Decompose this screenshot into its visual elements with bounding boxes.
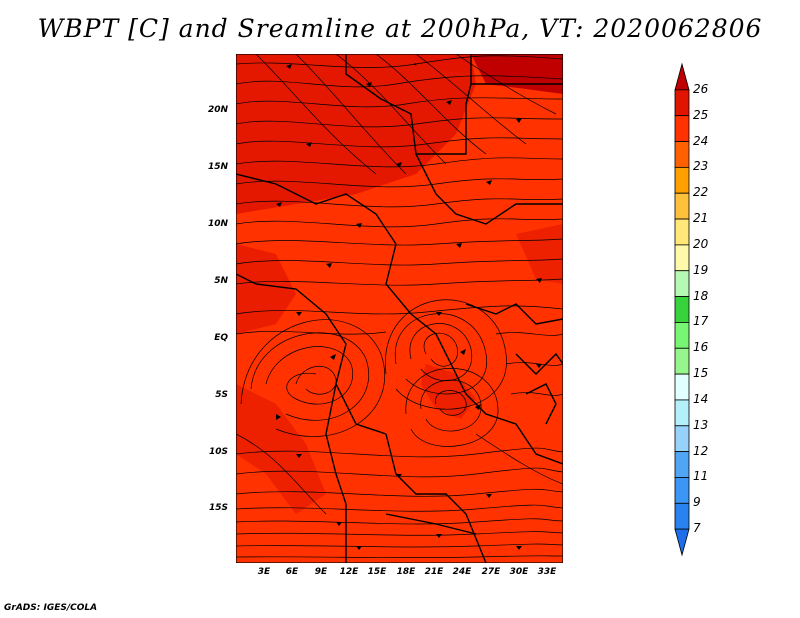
map-panel xyxy=(236,54,563,563)
colorbar-segment xyxy=(674,89,690,117)
colorbar-label: 21 xyxy=(693,211,709,226)
colorbar-label: 9 xyxy=(693,495,701,510)
colorbar-segment xyxy=(674,244,690,272)
colorbar-segment xyxy=(674,502,690,530)
colorbar-segment xyxy=(674,270,690,297)
warm-area-west xyxy=(236,244,296,334)
lon-label-21e: 21E xyxy=(424,567,444,577)
lat-label-20n: 20N xyxy=(207,105,228,115)
colorbar-label: 7 xyxy=(693,521,701,536)
colorbar-label: 12 xyxy=(693,443,709,458)
colorbar-label: 18 xyxy=(693,288,709,303)
colorbar-segment xyxy=(674,62,690,91)
grads-credit: GrADS: IGES/COLA xyxy=(4,603,98,613)
colorbar-segment xyxy=(674,115,690,142)
lon-label-27e: 27E xyxy=(481,567,501,577)
colorbar-label: 23 xyxy=(693,159,709,174)
colorbar-segment xyxy=(674,451,690,478)
warm-area-southwest xyxy=(236,384,326,514)
lon-label-33e: 33E xyxy=(537,567,557,577)
lon-label-30e: 30E xyxy=(509,567,529,577)
colorbar-label: 25 xyxy=(693,107,709,122)
flow-arrows xyxy=(276,64,542,550)
lon-label-18e: 18E xyxy=(396,567,416,577)
lon-label-24e: 24E xyxy=(452,567,472,577)
colorbar-label: 20 xyxy=(693,236,709,251)
lon-label-12e: 12E xyxy=(339,567,359,577)
colorbar-label: 24 xyxy=(693,133,709,148)
colorbar-label: 22 xyxy=(693,185,709,200)
colorbar-segment xyxy=(674,166,690,194)
colorbar-label: 26 xyxy=(693,81,709,96)
colorbar-segment xyxy=(674,373,690,401)
colorbar-segment xyxy=(674,192,690,220)
streamline-map xyxy=(236,54,563,563)
lat-label-eq: EQ xyxy=(214,333,228,343)
colorbar-label: 16 xyxy=(693,340,709,355)
colorbar-segment xyxy=(674,425,690,453)
colorbar-boxes xyxy=(674,62,690,557)
colorbar xyxy=(674,62,690,557)
lat-label-15s: 15S xyxy=(208,503,228,513)
colorbar-segment xyxy=(674,347,690,375)
colorbar-label: 13 xyxy=(693,417,709,432)
warm-area-east xyxy=(516,224,563,284)
colorbar-label: 17 xyxy=(693,314,709,329)
colorbar-segment xyxy=(674,296,690,323)
streamlines xyxy=(236,54,563,559)
colorbar-label: 15 xyxy=(693,366,709,381)
colorbar-segment xyxy=(674,141,690,168)
colorbar-label: 14 xyxy=(693,391,709,406)
lat-label-5s: 5S xyxy=(215,390,228,400)
colorbar-segment xyxy=(674,399,690,427)
chart-title: WBPT [C] and Sreamline at 200hPa, VT: 20… xyxy=(37,14,763,43)
colorbar-segment xyxy=(674,528,690,557)
lat-label-10n: 10N xyxy=(207,219,228,229)
lon-label-3e: 3E xyxy=(257,567,271,577)
lon-label-15e: 15E xyxy=(367,567,387,577)
colorbar-segment xyxy=(674,477,690,504)
colorbar-segment xyxy=(674,218,690,246)
lat-label-10s: 10S xyxy=(208,447,228,457)
lat-label-15n: 15N xyxy=(207,162,228,172)
lon-label-9e: 9E xyxy=(314,567,328,577)
country-borders xyxy=(236,54,563,563)
warm-area-north xyxy=(236,54,476,214)
lat-label-5n: 5N xyxy=(214,276,228,286)
colorbar-label: 19 xyxy=(693,262,709,277)
colorbar-label: 11 xyxy=(693,469,709,484)
colorbar-segment xyxy=(674,322,690,349)
lon-label-6e: 6E xyxy=(285,567,299,577)
warm-area-center xyxy=(421,364,476,419)
